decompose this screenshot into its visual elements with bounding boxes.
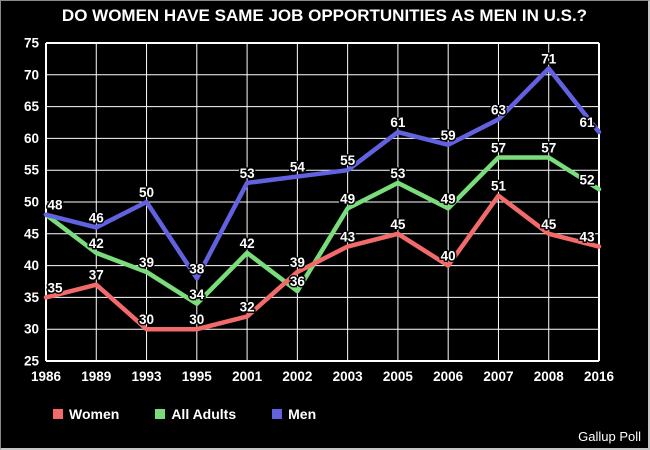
data-label: 51: [491, 179, 507, 194]
data-label: 46: [89, 210, 105, 225]
data-label: 45: [390, 217, 406, 232]
data-label: 34: [189, 287, 205, 302]
data-label: 61: [579, 115, 595, 130]
data-label: 49: [441, 191, 456, 206]
legend-label-all-adults: All Adults: [171, 406, 237, 422]
x-tick-label: 1995: [182, 369, 213, 384]
x-tick-label: 1986: [31, 369, 62, 384]
y-tick-label: 45: [24, 226, 40, 241]
data-label: 61: [390, 115, 406, 130]
data-label: 30: [139, 312, 154, 327]
data-label: 42: [89, 236, 104, 251]
y-tick-label: 55: [24, 163, 40, 178]
legend-item-all-adults: All Adults: [155, 406, 236, 422]
y-tick-label: 75: [24, 36, 40, 51]
y-tick-label: 25: [24, 354, 40, 369]
data-label: 63: [491, 102, 507, 117]
data-label: 52: [579, 172, 594, 187]
legend-label-women: Women: [69, 406, 120, 422]
y-tick-label: 30: [24, 322, 39, 337]
series-line-women: [43, 193, 602, 332]
data-label: 42: [240, 236, 255, 251]
data-label: 55: [340, 153, 356, 168]
legend: Women All Adults Men: [53, 406, 316, 422]
data-label: 37: [89, 268, 104, 283]
x-tick-label: 2006: [433, 369, 464, 384]
y-tick-label: 50: [24, 195, 39, 210]
x-tick-label: 1993: [132, 369, 163, 384]
y-tick-label: 35: [24, 290, 40, 305]
data-label: 35: [47, 280, 63, 295]
legend-item-women: Women: [53, 406, 119, 422]
data-label: 71: [541, 51, 557, 66]
data-label: 57: [491, 140, 506, 155]
data-label: 38: [189, 261, 205, 276]
y-tick-label: 65: [24, 99, 40, 114]
data-label: 50: [139, 185, 154, 200]
data-label: 39: [139, 255, 154, 270]
data-label: 40: [441, 249, 456, 264]
data-label: 30: [189, 312, 204, 327]
data-label: 59: [441, 128, 456, 143]
y-tick-label: 40: [24, 258, 39, 273]
data-label: 48: [47, 198, 63, 213]
series-line-all-adults: [43, 155, 602, 307]
data-label: 53: [240, 166, 256, 181]
women-series-swatch-icon: [53, 409, 63, 419]
data-label: 39: [290, 255, 305, 270]
x-tick-label: 2008: [534, 369, 565, 384]
all-adults-series-swatch-icon: [155, 409, 166, 419]
data-label: 54: [290, 160, 306, 175]
data-label: 53: [390, 166, 406, 181]
x-tick-label: 2002: [282, 369, 312, 384]
x-tick-label: 2016: [584, 369, 615, 384]
series-line-men: [43, 66, 602, 281]
data-label: 43: [579, 230, 595, 245]
data-label: 45: [541, 217, 557, 232]
data-label: 49: [340, 191, 355, 206]
x-tick-label: 2007: [483, 369, 513, 384]
y-tick-label: 60: [24, 131, 39, 146]
men-series-swatch-icon: [272, 409, 283, 419]
data-label: 32: [240, 299, 255, 314]
x-tick-label: 2005: [383, 369, 414, 384]
x-tick-label: 1989: [81, 369, 111, 384]
data-label: 57: [541, 140, 556, 155]
chart-title: DO WOMEN HAVE SAME JOB OPPORTUNITIES AS …: [61, 6, 588, 25]
source-credit: Gallup Poll: [578, 429, 641, 444]
x-tick-label: 2003: [333, 369, 364, 384]
data-label: 36: [290, 274, 306, 289]
y-tick-label: 70: [24, 67, 39, 82]
data-label: 43: [340, 230, 356, 245]
legend-item-men: Men: [272, 406, 316, 422]
data-label: 48: [47, 198, 63, 213]
x-tick-label: 2001: [232, 369, 263, 384]
legend-label-men: Men: [288, 406, 317, 422]
